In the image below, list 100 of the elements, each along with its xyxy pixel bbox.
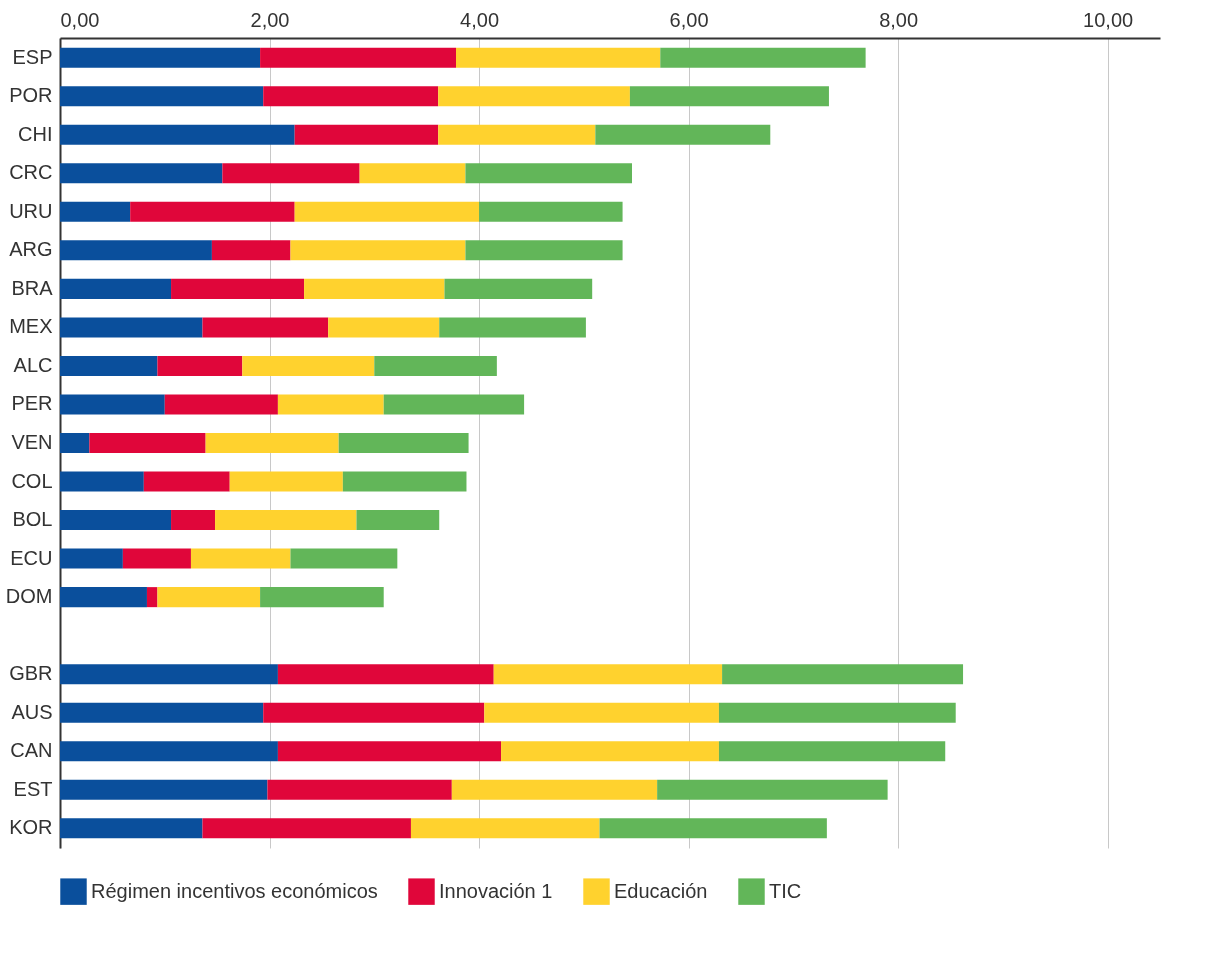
bar (222, 163, 360, 184)
bar (211, 240, 291, 261)
bar (718, 702, 956, 723)
bar (60, 471, 144, 492)
bar (60, 163, 223, 184)
x-tick-label: 0,00 (60, 8, 100, 31)
bar (438, 86, 630, 107)
x-tick-label: 6,00 (669, 8, 709, 31)
bar (294, 124, 439, 145)
bar (164, 394, 278, 415)
y-tick-label: CAN (10, 739, 53, 762)
bar (290, 548, 398, 569)
bar (439, 317, 586, 338)
bar (60, 278, 172, 299)
bar (60, 124, 295, 145)
bar (130, 201, 295, 222)
bar (60, 702, 264, 723)
bar (157, 587, 261, 608)
legend-label: Innovación 1 (439, 879, 553, 902)
bar (438, 124, 596, 145)
bar (60, 47, 261, 68)
bar (157, 355, 243, 376)
bar (190, 548, 291, 569)
bar (328, 317, 440, 338)
bar (359, 163, 466, 184)
bar (383, 394, 525, 415)
bar (456, 47, 661, 68)
y-tick-label: PER (11, 392, 53, 415)
bar (171, 278, 305, 299)
bar (260, 47, 456, 68)
bar (60, 240, 212, 261)
bar (338, 432, 469, 454)
bar (342, 471, 467, 492)
legend-label: TIC (769, 879, 802, 902)
y-tick-label: BOL (12, 508, 53, 531)
bar (629, 86, 829, 107)
bar (595, 124, 771, 145)
bar (263, 702, 485, 723)
bar (465, 163, 632, 184)
bar (660, 47, 866, 68)
bar (277, 741, 502, 762)
bar (229, 471, 343, 492)
bar (60, 201, 131, 222)
bar (202, 818, 411, 839)
y-tick-label: BRA (11, 276, 54, 299)
y-tick-label: CHI (18, 122, 53, 145)
y-tick-label: URU (9, 199, 53, 222)
bar (60, 394, 165, 415)
bar (290, 240, 466, 261)
bar (277, 394, 384, 415)
bar (451, 779, 658, 800)
bar (205, 432, 339, 454)
legend-label: Régimen incentivos económicos (91, 879, 378, 902)
bar (294, 201, 480, 222)
bar (718, 741, 946, 762)
y-tick-label: ALC (13, 353, 53, 376)
bar (60, 741, 278, 762)
x-tick-label: 4,00 (460, 8, 500, 31)
y-tick-label: ESP (12, 45, 53, 68)
bar (60, 355, 158, 376)
y-tick-label: CRC (9, 161, 53, 184)
legend-label: Educación (614, 879, 708, 902)
bar (599, 818, 827, 839)
y-tick-label: VEN (11, 431, 53, 453)
x-tick-label: 8,00 (879, 8, 919, 31)
bar (479, 201, 623, 222)
bar (60, 587, 147, 608)
bar (356, 510, 440, 531)
x-tick-label: 2,00 (250, 8, 290, 31)
bar (410, 818, 600, 839)
y-tick-label: AUS (11, 700, 53, 723)
bar (60, 317, 203, 338)
bar (60, 432, 90, 454)
bar (260, 587, 384, 608)
bar (501, 741, 719, 762)
bar (60, 664, 278, 685)
bar (146, 587, 158, 608)
bar (60, 818, 203, 839)
bar (122, 548, 191, 569)
y-tick-label: KOR (9, 816, 53, 839)
y-tick-label: EST (13, 777, 53, 800)
bar (374, 355, 497, 376)
bar (304, 278, 445, 299)
bar (277, 664, 494, 685)
y-tick-label: DOM (5, 585, 53, 608)
bar (202, 317, 329, 338)
bar (465, 240, 623, 261)
bar (215, 510, 357, 531)
bar (60, 548, 123, 569)
bar (484, 702, 719, 723)
bar (242, 355, 375, 376)
bar (263, 86, 439, 107)
y-tick-label: MEX (9, 315, 53, 338)
bar (60, 86, 264, 107)
y-tick-label: GBR (9, 662, 53, 685)
x-tick-label: 10,00 (1083, 8, 1134, 31)
bar (143, 471, 230, 492)
bar (60, 779, 268, 800)
bar (267, 779, 452, 800)
bar (722, 664, 964, 685)
